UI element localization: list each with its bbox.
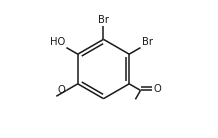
Text: O: O [58, 85, 66, 95]
Text: Br: Br [142, 37, 153, 47]
Text: Br: Br [98, 15, 109, 25]
Text: HO: HO [50, 37, 65, 47]
Text: O: O [154, 84, 161, 94]
